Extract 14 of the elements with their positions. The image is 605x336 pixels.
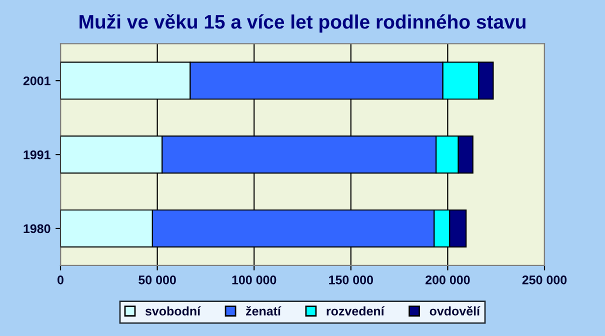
x-tick-label: 0 [58, 275, 64, 284]
x-tick-label: 200 000 [426, 275, 470, 284]
chart-title: Muži ve věku 15 a více let podle rodinného stavu [80, 14, 526, 33]
x-tick-label: 150 000 [329, 275, 373, 284]
y-tick-label: 1980 [24, 224, 50, 234]
legend-label: ženatí [246, 306, 282, 316]
legend-label: svobodní [145, 306, 201, 316]
legend-label: ovdovělí [430, 306, 480, 316]
x-tick-label: 50 000 [138, 275, 176, 284]
x-tick-label: 100 000 [232, 275, 276, 284]
legend-label: rozvedení [326, 306, 385, 316]
y-tick-label: 1991 [24, 150, 50, 160]
x-tick-label: 250 000 [522, 275, 567, 284]
y-tick-label: 2001 [23, 76, 50, 86]
